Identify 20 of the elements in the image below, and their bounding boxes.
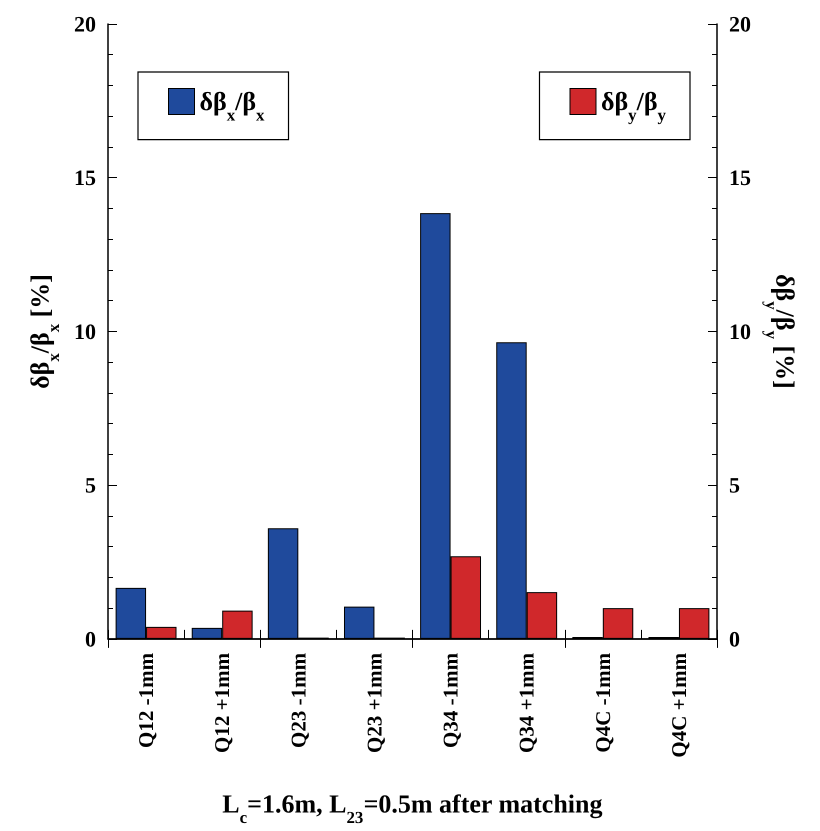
y-tick-label: 0 [85,626,96,652]
x-tick-label: Q23 +1mm [362,652,386,753]
y-axis-title: δβx/βx [%] [26,274,64,389]
x-tick-label: Q4C +1mm [666,652,691,758]
x-tick-label: Q34 -1mm [438,652,463,748]
x-tick-label: Q4C -1mm [590,652,615,753]
x-tick-label: Q12 +1mm [210,652,234,753]
y2-tick-label: 15 [729,165,751,190]
x-tick-label: Q12 -1mm [134,652,158,748]
y2-tick-label: 5 [729,472,740,498]
y2-axis-title: δβy/βy [%] [762,274,800,389]
y-tick-label: 15 [74,165,96,190]
y-tick-label: 10 [74,318,96,344]
x-tick-label: Q23 -1mm [286,652,310,748]
y-tick-label: 5 [85,472,96,498]
y2-tick-label: 20 [729,12,751,36]
y2-tick-label: 0 [729,626,740,652]
x-tick-label: Q34 +1mm [514,652,539,753]
y2-tick-label: 10 [729,318,751,344]
y-tick-label: 20 [74,12,96,36]
